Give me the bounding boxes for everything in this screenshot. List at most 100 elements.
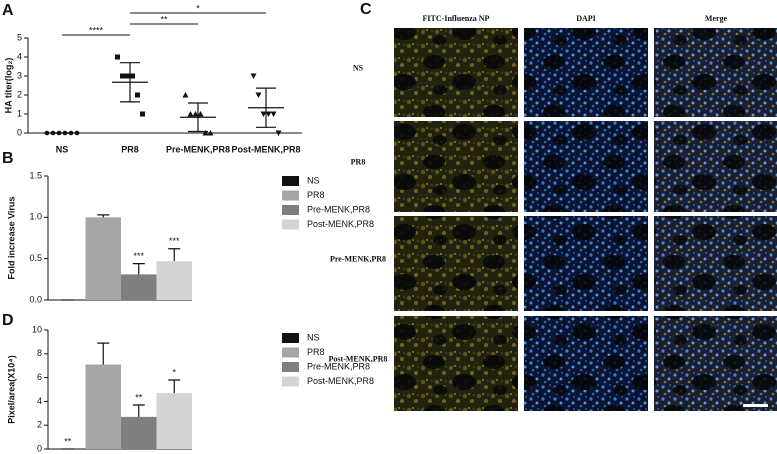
legend-label: Post-MENK,PR8 [307, 219, 374, 229]
data-point [255, 92, 262, 98]
data-point [275, 130, 282, 136]
error-bar [120, 62, 140, 103]
bar [85, 217, 121, 300]
y-tick-label: 1.0 [29, 212, 42, 222]
panel-letter: B [2, 150, 14, 167]
data-point [140, 111, 145, 117]
data-point [250, 73, 257, 79]
micrograph-shadow [524, 121, 648, 212]
micrograph-shadow [524, 316, 648, 411]
error-bar [97, 214, 110, 218]
data-point [197, 111, 204, 117]
row-label: NS [353, 63, 364, 72]
micrograph-shadow [394, 316, 518, 411]
legend-swatch [282, 190, 299, 201]
y-tick-label: 5 [17, 32, 22, 42]
micrograph-shadow [654, 316, 777, 411]
legend-label: Post-MENK,PR8 [307, 376, 374, 386]
x-tick-label: PR8 [121, 144, 139, 154]
y-tick-label: 0.5 [29, 253, 42, 263]
data-point [135, 92, 140, 98]
data-point [260, 111, 267, 117]
legend-swatch [282, 176, 299, 186]
legend-label: PR8 [307, 347, 325, 357]
significance-label: * [196, 3, 200, 13]
legend-swatch [282, 219, 299, 230]
panel-letter: A [2, 2, 14, 19]
micrograph-shadow [654, 121, 777, 212]
y-tick-label: 8 [37, 348, 42, 358]
significance-label: * [172, 367, 176, 377]
x-tick-label: Pre-MENK,PR8 [166, 144, 230, 154]
data-point [207, 130, 214, 136]
legend-label: Pre-MENK,PR8 [307, 204, 370, 214]
x-tick-label: Post-MENK,PR8 [231, 144, 300, 154]
micrograph-shadow [654, 28, 777, 117]
significance-label: ** [135, 392, 143, 402]
y-tick-label: 0 [37, 443, 42, 453]
data-point [187, 111, 194, 117]
micrograph-shadow [524, 28, 648, 117]
legend-swatch [282, 205, 299, 215]
legend-swatch [282, 362, 299, 372]
y-tick-label: 10 [32, 324, 42, 334]
micrograph-shadow [394, 216, 518, 311]
y-tick-label: 6 [37, 372, 42, 382]
y-axis-label: HA titer(log₂) [3, 58, 13, 114]
bar [156, 393, 192, 449]
data-point [270, 111, 277, 117]
bar [85, 364, 121, 449]
data-point [192, 111, 199, 117]
error-bar [168, 248, 181, 262]
y-tick-label: 4 [17, 51, 22, 61]
legend-label: PR8 [307, 190, 325, 200]
bar [121, 274, 157, 300]
row-label: Pre-MENK,PR8 [330, 254, 386, 263]
column-header: Merge [705, 14, 728, 23]
legend-swatch [282, 333, 299, 343]
legend-swatch [282, 376, 299, 387]
significance-label: ** [64, 436, 72, 446]
y-tick-label: 4 [37, 396, 42, 406]
y-axis-label: Fold increase Virus [6, 197, 16, 280]
column-header: DAPI [576, 14, 596, 23]
error-bar [132, 404, 145, 417]
legend-label: NS [307, 332, 320, 342]
data-point [120, 73, 125, 79]
y-tick-label: 0 [17, 127, 22, 137]
error-bar [168, 379, 181, 394]
row-label: PR8 [351, 157, 366, 166]
error-bar [188, 102, 208, 133]
error-bar [97, 342, 110, 365]
significance-label: *** [169, 236, 180, 246]
scale-bar [743, 404, 768, 407]
error-bar [256, 87, 276, 128]
y-tick-label: 3 [17, 70, 22, 80]
data-point [265, 111, 272, 117]
significance-label: *** [133, 251, 144, 261]
legend-label: Pre-MENK,PR8 [307, 361, 370, 371]
x-tick-label: NS [56, 144, 69, 154]
data-point [115, 54, 120, 60]
column-header: FITC-Influenza NP [423, 14, 490, 23]
data-point [130, 73, 135, 79]
micrograph-shadow [654, 216, 777, 311]
significance-label: **** [89, 25, 104, 35]
y-tick-label: 1 [17, 108, 22, 118]
y-tick-label: 2 [37, 420, 42, 430]
data-point [182, 92, 189, 98]
micrograph-shadow [394, 28, 518, 117]
micrograph-shadow [524, 216, 648, 311]
bar [121, 416, 157, 449]
data-point [125, 73, 130, 79]
bar [156, 261, 192, 300]
panel-letter: D [2, 312, 14, 329]
y-tick-label: 1.5 [29, 170, 42, 180]
y-tick-label: 0.0 [29, 294, 42, 304]
legend-label: NS [307, 175, 320, 185]
y-tick-label: 2 [17, 89, 22, 99]
error-bar [132, 263, 145, 275]
legend-swatch [282, 347, 299, 358]
y-axis-label: Pixel/area(X10⁴) [6, 355, 16, 424]
